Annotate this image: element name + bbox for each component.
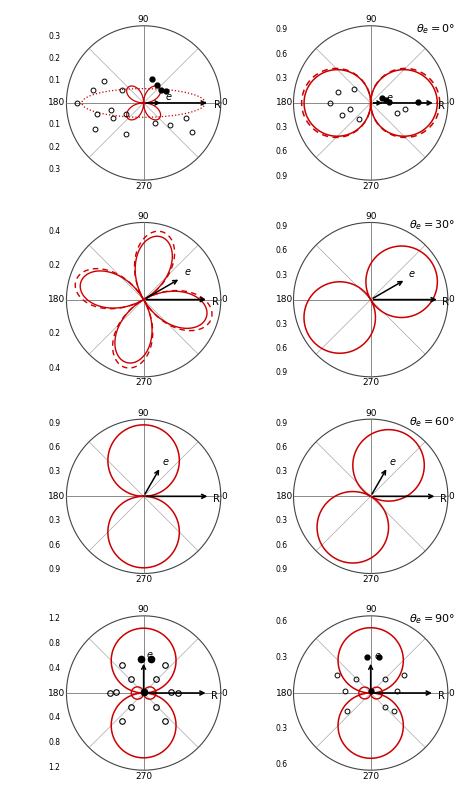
Text: e: e: [389, 457, 395, 467]
Text: 0.8: 0.8: [48, 738, 60, 747]
Text: e: e: [162, 457, 168, 467]
Text: 0.6: 0.6: [48, 541, 60, 550]
Text: 90: 90: [138, 212, 149, 221]
Text: 90: 90: [138, 409, 149, 417]
Text: 180: 180: [48, 688, 66, 698]
Text: 0.6: 0.6: [275, 760, 287, 769]
Text: 0.3: 0.3: [48, 516, 60, 525]
Text: 0: 0: [221, 98, 228, 108]
Text: 0.3: 0.3: [48, 165, 60, 173]
Text: 0: 0: [448, 492, 455, 501]
Text: 0.6: 0.6: [275, 541, 287, 550]
Text: R: R: [438, 691, 445, 701]
Text: 90: 90: [138, 15, 149, 25]
Text: 0.6: 0.6: [48, 443, 60, 452]
Text: $\theta_e=30°$: $\theta_e=30°$: [410, 219, 456, 232]
Text: 0.8: 0.8: [48, 639, 60, 648]
Text: 0.6: 0.6: [275, 246, 287, 255]
Text: 0.3: 0.3: [48, 32, 60, 41]
Text: 0.3: 0.3: [275, 516, 287, 525]
Text: 180: 180: [275, 492, 293, 501]
Text: 270: 270: [135, 575, 152, 584]
Text: 0.4: 0.4: [48, 364, 60, 373]
Text: 0.2: 0.2: [48, 329, 60, 338]
Text: 0.3: 0.3: [275, 653, 287, 662]
Text: R: R: [438, 101, 445, 111]
Text: 0.1: 0.1: [48, 76, 60, 86]
Text: 270: 270: [362, 181, 379, 191]
Text: 180: 180: [275, 98, 293, 108]
Text: 0: 0: [221, 295, 228, 304]
Text: 270: 270: [135, 771, 152, 781]
Text: 0.6: 0.6: [275, 147, 287, 156]
Text: 0.6: 0.6: [275, 344, 287, 353]
Text: 0.9: 0.9: [48, 565, 60, 574]
Text: 0.3: 0.3: [275, 467, 287, 477]
Text: 180: 180: [48, 98, 66, 108]
Text: 0.6: 0.6: [275, 50, 287, 59]
Text: 180: 180: [275, 295, 293, 304]
Text: e: e: [165, 92, 172, 101]
Text: 0.9: 0.9: [275, 565, 287, 574]
Text: R: R: [212, 297, 219, 307]
Text: e: e: [184, 267, 190, 276]
Text: 0: 0: [221, 492, 228, 501]
Text: 90: 90: [365, 605, 376, 615]
Text: e: e: [387, 93, 393, 102]
Text: 180: 180: [275, 688, 293, 698]
Text: 90: 90: [365, 15, 376, 25]
Text: 0: 0: [448, 98, 455, 108]
Text: 1.2: 1.2: [48, 763, 60, 771]
Text: 0.2: 0.2: [48, 143, 60, 151]
Text: $\theta_e=60°$: $\theta_e=60°$: [410, 415, 456, 429]
Text: 0.9: 0.9: [275, 25, 287, 34]
Text: 0.4: 0.4: [48, 714, 60, 722]
Text: 0.9: 0.9: [48, 419, 60, 428]
Text: 0.6: 0.6: [275, 617, 287, 626]
Text: 0: 0: [448, 295, 455, 304]
Text: 270: 270: [362, 771, 379, 781]
Text: R: R: [214, 101, 221, 110]
Text: 0.1: 0.1: [48, 120, 60, 129]
Text: 90: 90: [365, 212, 376, 221]
Text: 90: 90: [365, 409, 376, 417]
Text: 270: 270: [362, 575, 379, 584]
Text: R: R: [440, 494, 447, 504]
Text: e: e: [408, 269, 414, 279]
Text: 0.9: 0.9: [275, 172, 287, 181]
Text: e: e: [146, 650, 152, 661]
Text: 270: 270: [362, 379, 379, 387]
Text: R: R: [213, 494, 219, 504]
Text: 0.9: 0.9: [275, 419, 287, 428]
Text: 0.3: 0.3: [275, 123, 287, 131]
Text: 0.3: 0.3: [275, 271, 287, 280]
Text: 90: 90: [138, 605, 149, 615]
Text: 180: 180: [48, 295, 66, 304]
Text: 0.3: 0.3: [275, 74, 287, 83]
Text: 270: 270: [135, 379, 152, 387]
Text: 0: 0: [221, 688, 228, 698]
Text: 270: 270: [135, 181, 152, 191]
Text: 0.3: 0.3: [48, 467, 60, 477]
Text: R: R: [211, 691, 218, 701]
Text: R: R: [442, 297, 449, 307]
Text: 0.6: 0.6: [275, 443, 287, 452]
Text: e: e: [374, 650, 380, 661]
Text: 0.4: 0.4: [48, 227, 60, 235]
Text: 180: 180: [48, 492, 66, 501]
Text: 1.2: 1.2: [48, 615, 60, 623]
Text: 0.2: 0.2: [48, 55, 60, 63]
Text: 0.9: 0.9: [275, 368, 287, 377]
Text: 0.9: 0.9: [275, 222, 287, 231]
Text: $\theta_e=90°$: $\theta_e=90°$: [410, 612, 456, 626]
Text: 0.2: 0.2: [48, 261, 60, 270]
Text: 0.3: 0.3: [275, 319, 287, 329]
Text: 0.3: 0.3: [275, 724, 287, 733]
Text: $\theta_e=0°$: $\theta_e=0°$: [417, 22, 456, 36]
Text: 0.4: 0.4: [48, 664, 60, 673]
Text: 0: 0: [448, 688, 455, 698]
